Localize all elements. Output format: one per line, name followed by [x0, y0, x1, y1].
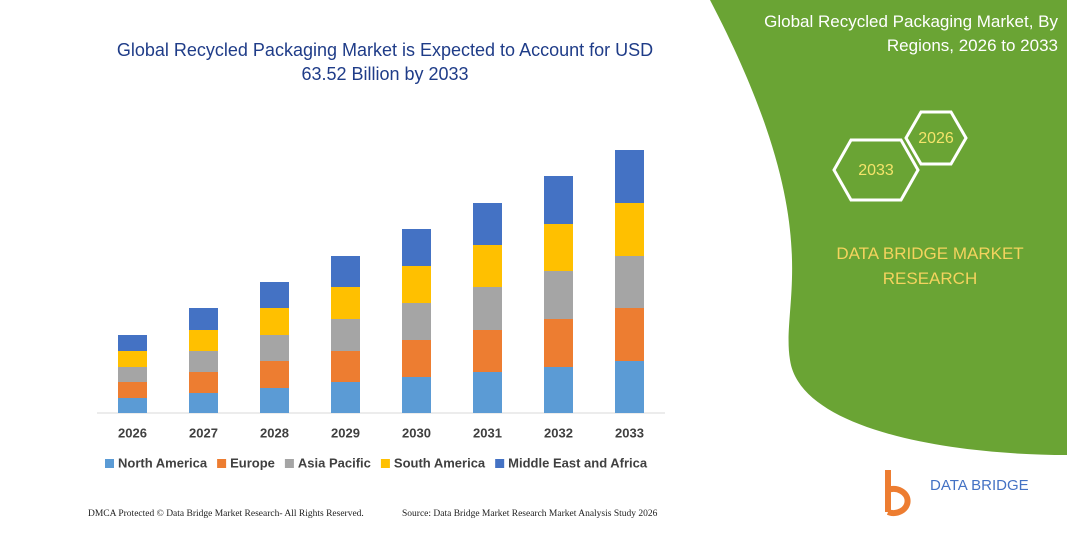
legend-label: Middle East and Africa [508, 455, 648, 470]
panel-background [710, 0, 1067, 455]
bar-segment [189, 330, 218, 351]
bar-segment [189, 372, 218, 393]
bar-segment [331, 351, 360, 382]
legend-swatch [284, 459, 294, 468]
legend-label: Europe [230, 455, 275, 470]
bar-segment [544, 319, 573, 367]
bar-segment [260, 282, 289, 308]
x-tick-label: 2033 [615, 425, 644, 440]
x-tick-label: 2026 [118, 425, 147, 440]
bar-segment [118, 382, 147, 398]
hexagon [904, 110, 968, 166]
chart-title: Global Recycled Packaging Market is Expe… [116, 40, 654, 84]
hexagon [832, 138, 920, 202]
bar-segment [473, 287, 502, 330]
bar-segment [615, 150, 644, 203]
bar-segment [544, 224, 573, 271]
logo-text: DATA BRIDGE [930, 477, 1029, 494]
bar-segment [331, 319, 360, 351]
x-tick-label: 2028 [260, 425, 289, 440]
bar-segment [260, 335, 289, 361]
x-tick-label: 2032 [544, 425, 573, 440]
bar-segment [615, 308, 644, 361]
brand: DATA BRIDGE MARKET RESEARCH [836, 244, 1024, 288]
bar-segment [118, 398, 147, 413]
bar-segment [544, 271, 573, 319]
x-tick-label: 2029 [331, 425, 360, 440]
bar-segment [118, 351, 147, 367]
panel-title: Global Recycled Packaging Market, By Reg… [764, 12, 1058, 55]
hexagon-label: 2033 [858, 162, 894, 179]
bar-segment [260, 308, 289, 335]
bar-segment [615, 203, 644, 256]
bar-segment [473, 203, 502, 245]
legend-label: North America [118, 455, 208, 470]
legend-label: Asia Pacific [298, 455, 371, 470]
bar-segment [473, 372, 502, 413]
bar-segment [402, 377, 431, 413]
legend-swatch [495, 459, 505, 468]
legend-swatch [217, 459, 227, 468]
hexagon-label: 2026 [918, 130, 954, 147]
bar-segment [260, 388, 289, 413]
bar-segment [473, 245, 502, 287]
bar-segment [544, 176, 573, 224]
bar-segment [615, 361, 644, 413]
x-tick-label: 2030 [402, 425, 431, 440]
bar-segment [118, 335, 147, 351]
legend-label: South America [394, 455, 486, 470]
bar-segment [544, 367, 573, 413]
bar-segment [473, 330, 502, 372]
bar-segment [402, 229, 431, 266]
legend-swatch [380, 459, 390, 468]
x-tick-label: 2031 [473, 425, 502, 440]
bar-segment [402, 266, 431, 303]
logo-mark [885, 470, 911, 516]
bar-segment [402, 340, 431, 377]
bar-segment [260, 361, 289, 388]
bar-segment [189, 393, 218, 413]
bar-segment [331, 287, 360, 319]
bar-segment [615, 256, 644, 308]
x-tick-label: 2027 [189, 425, 218, 440]
legend-swatch [105, 459, 114, 468]
bar-segment [118, 367, 147, 382]
bar-segment [402, 303, 431, 340]
bar-segment [189, 308, 218, 330]
footer-left: DMCA Protected © Data Bridge Market Rese… [88, 509, 364, 519]
bar-segment [189, 351, 218, 372]
bar-segment [331, 256, 360, 287]
footer-right: Source: Data Bridge Market Research Mark… [402, 509, 658, 519]
bar-segment [331, 382, 360, 413]
